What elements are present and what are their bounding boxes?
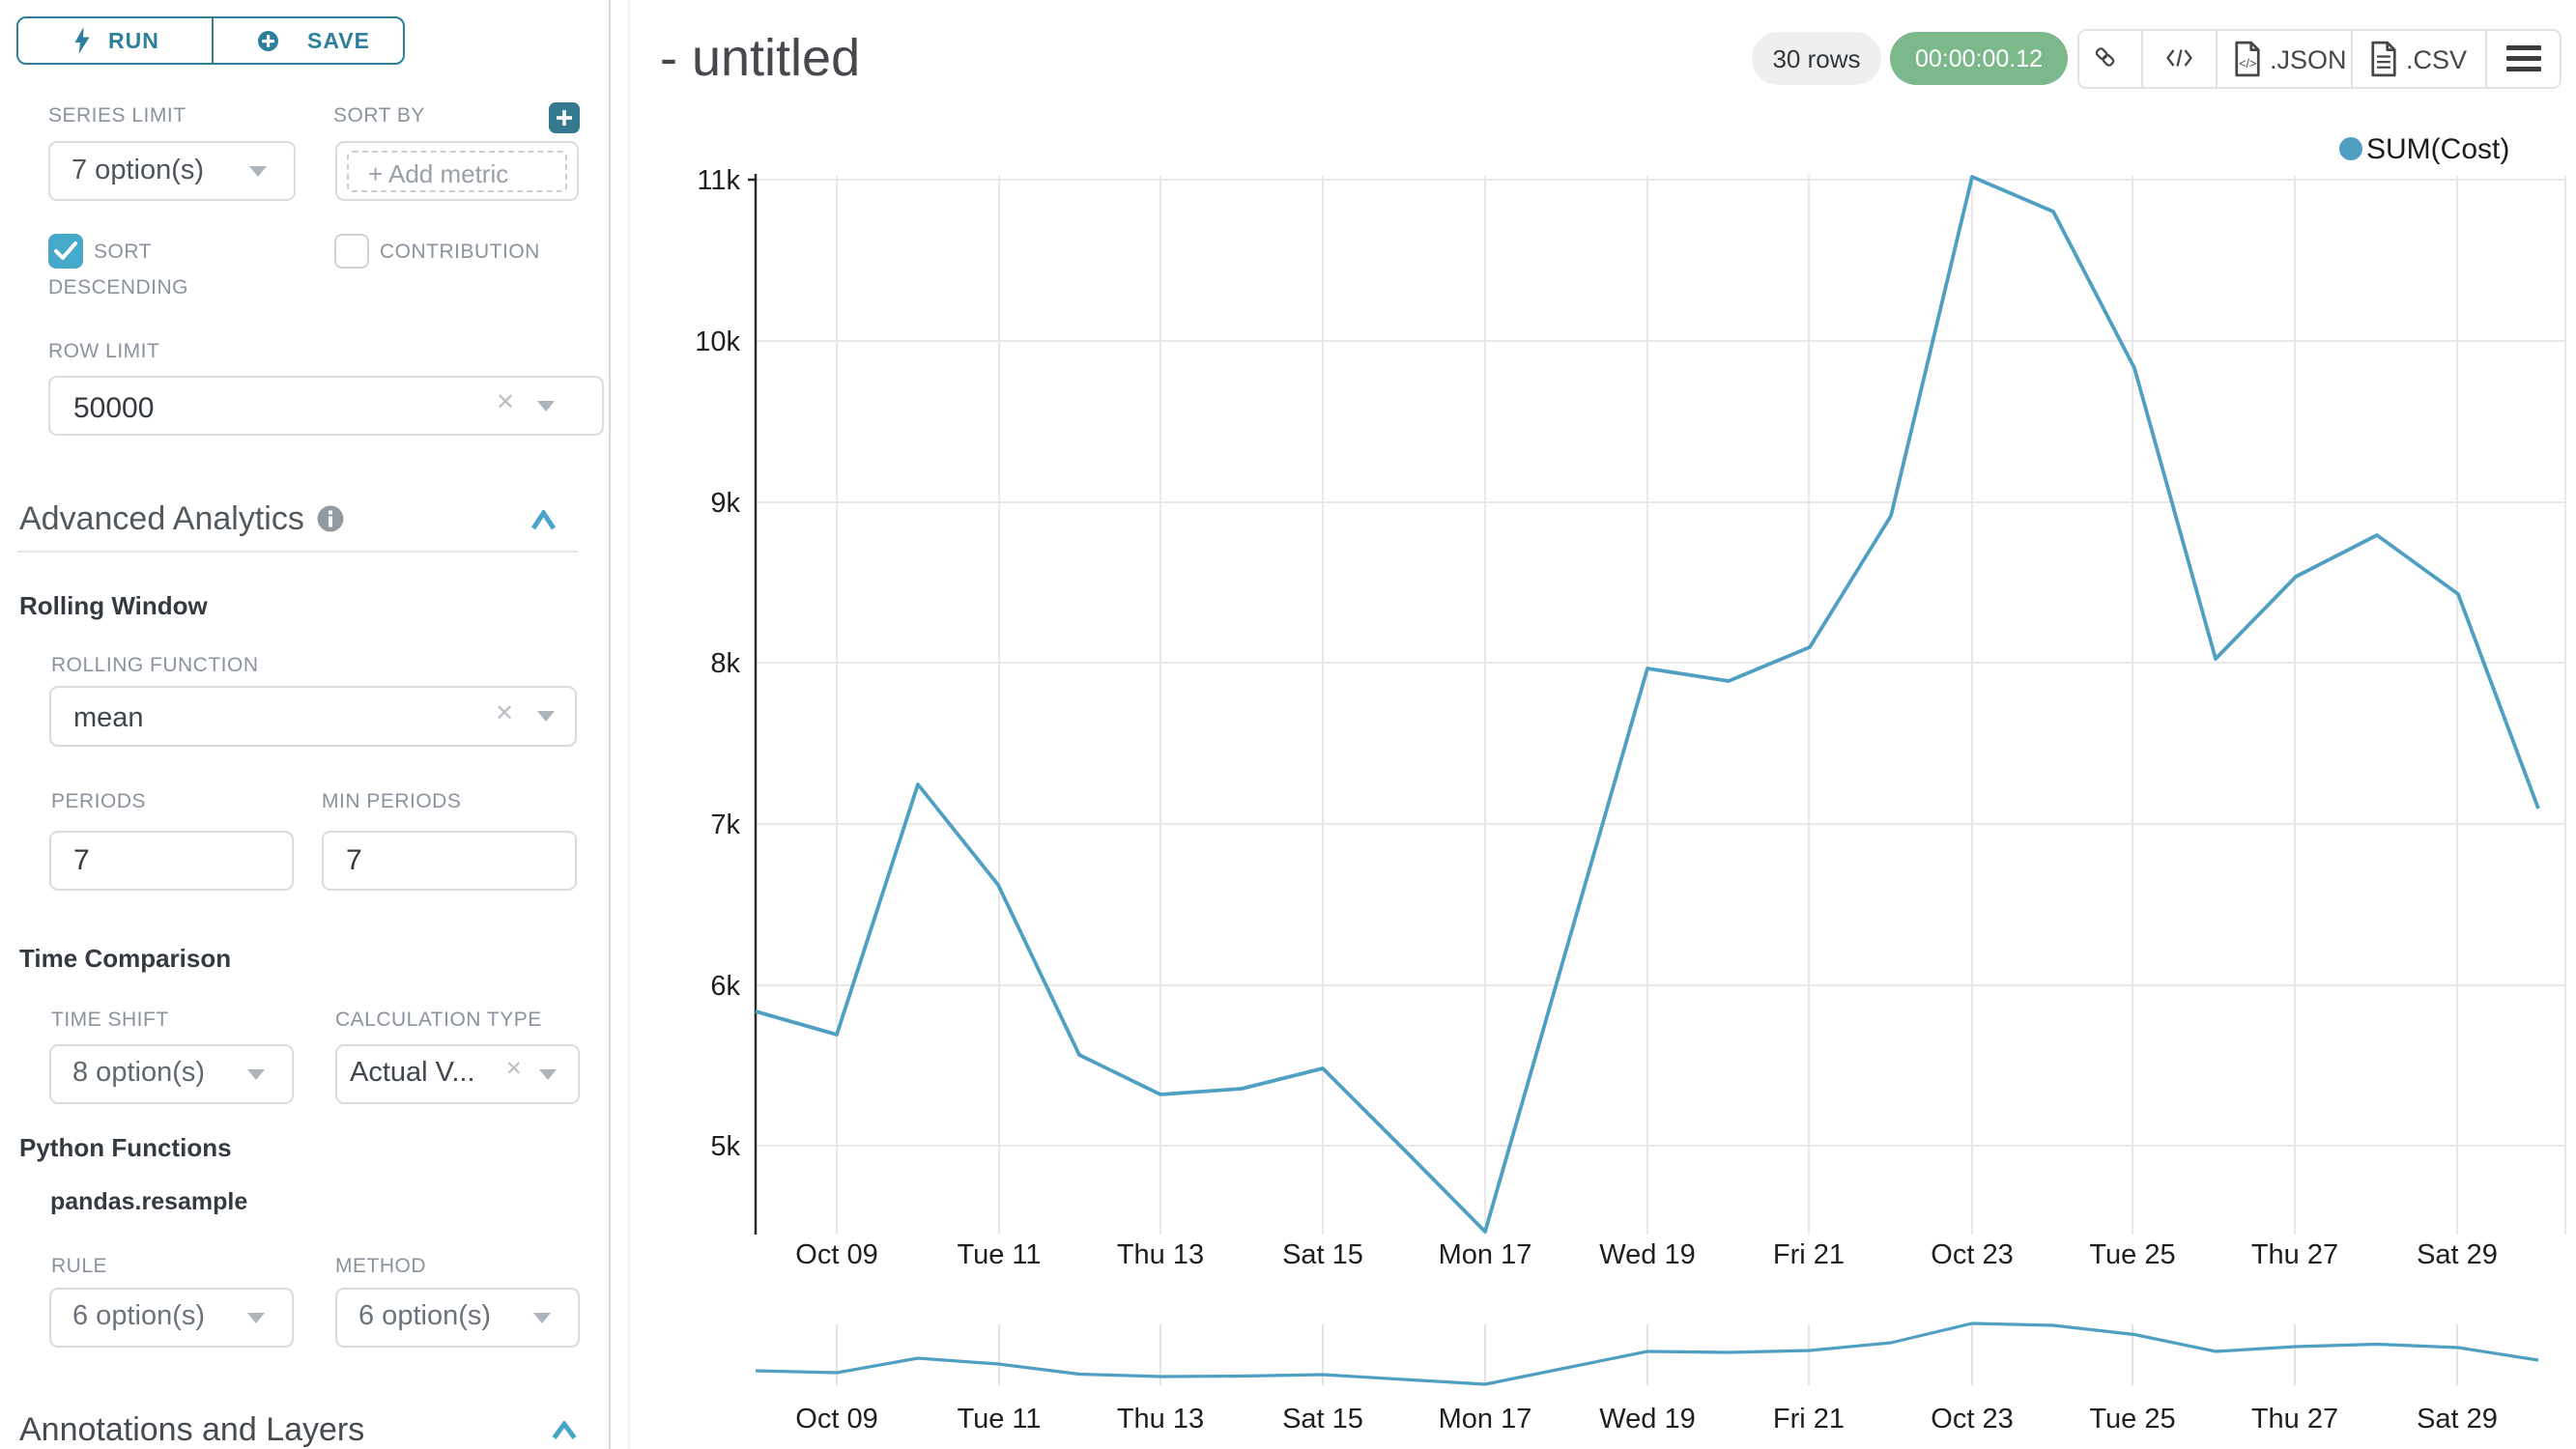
svg-text:7k: 7k (710, 810, 740, 840)
svg-text:Oct 09: Oct 09 (795, 1239, 877, 1270)
svg-text:Mon 17: Mon 17 (1439, 1239, 1532, 1270)
svg-text:Sat 15: Sat 15 (1282, 1404, 1363, 1435)
svg-text:10k: 10k (695, 327, 740, 357)
svg-text:Oct 09: Oct 09 (795, 1404, 877, 1435)
svg-text:Tue 11: Tue 11 (957, 1239, 1041, 1270)
svg-text:6k: 6k (710, 971, 740, 1002)
svg-text:Sat 15: Sat 15 (1282, 1239, 1363, 1270)
svg-text:Tue 25: Tue 25 (2089, 1404, 2175, 1435)
svg-text:</>: </> (2239, 57, 2256, 71)
svg-text:Mon 17: Mon 17 (1439, 1404, 1532, 1435)
svg-text:Fri 21: Fri 21 (1773, 1239, 1845, 1270)
svg-text:Thu 27: Thu 27 (2251, 1239, 2338, 1270)
svg-text:Thu 13: Thu 13 (1117, 1239, 1204, 1270)
svg-text:Thu 27: Thu 27 (2251, 1404, 2338, 1435)
svg-text:Oct 23: Oct 23 (1931, 1239, 2013, 1270)
svg-text:Oct 23: Oct 23 (1931, 1404, 2013, 1435)
svg-text:Wed 19: Wed 19 (1599, 1404, 1695, 1435)
svg-text:Sat 29: Sat 29 (2417, 1404, 2498, 1435)
svg-text:SUM(Cost): SUM(Cost) (2366, 133, 2509, 165)
svg-text:5k: 5k (710, 1131, 740, 1162)
svg-text:Wed 19: Wed 19 (1599, 1239, 1695, 1270)
svg-text:Fri 21: Fri 21 (1773, 1404, 1845, 1435)
svg-text:11k: 11k (697, 165, 740, 196)
svg-text:Tue 11: Tue 11 (957, 1404, 1041, 1435)
svg-text:8k: 8k (710, 648, 740, 679)
svg-text:Tue 25: Tue 25 (2089, 1239, 2175, 1270)
svg-text:Sat 29: Sat 29 (2417, 1239, 2498, 1270)
svg-text:9k: 9k (710, 488, 740, 519)
svg-text:Thu 13: Thu 13 (1117, 1404, 1204, 1435)
